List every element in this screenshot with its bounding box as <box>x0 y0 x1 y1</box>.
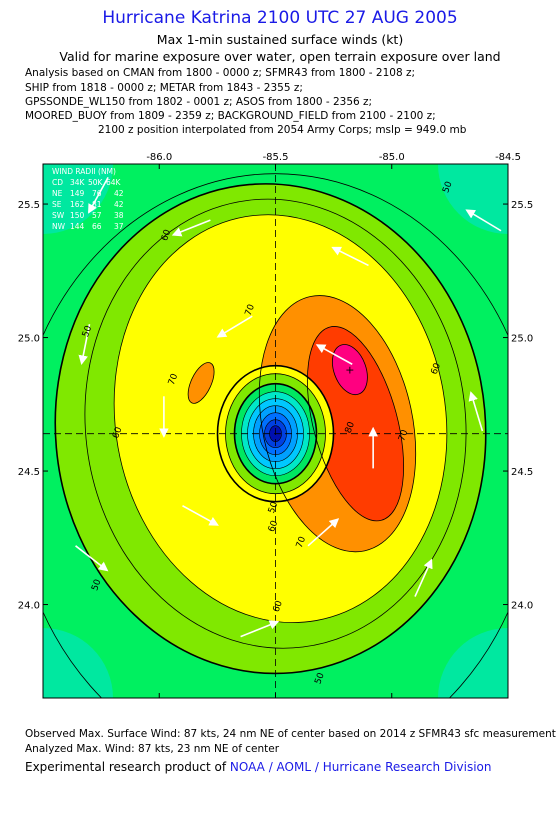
y-tick-label-left: 24.0 <box>18 601 40 612</box>
wind-vector-arrow <box>468 391 484 432</box>
region-west-70kt <box>188 362 215 404</box>
wind-radii-title: WIND RADII (NM) <box>52 167 116 176</box>
contour-line <box>258 295 417 553</box>
wind-radii-cell: SE <box>52 200 62 209</box>
calm-corner-region <box>43 164 113 234</box>
wind-vector-arrow <box>182 505 219 526</box>
contour-label: 50 <box>267 500 280 514</box>
contour-label: 80 <box>344 420 357 434</box>
contour-line <box>332 344 368 396</box>
chart-exposure-note: Valid for marine exposure over water, op… <box>59 49 501 64</box>
region-max-wind <box>332 344 368 395</box>
region-80-86kt <box>307 326 404 521</box>
contour-label: 60 <box>430 362 443 376</box>
wind-radii-cell: 38 <box>114 211 124 220</box>
y-tick-label-left: 25.5 <box>18 200 40 211</box>
contour-line <box>113 214 448 623</box>
wind-radii-cell: NE <box>52 189 63 198</box>
wind-vector-arrow <box>465 209 502 232</box>
contour-label: 70 <box>295 535 308 549</box>
wind-radii-cell: 66 <box>92 222 102 231</box>
contour-line <box>84 198 467 649</box>
contour-label: 60 <box>272 599 285 613</box>
contour-label: 60 <box>160 228 173 242</box>
observed-max-wind: Observed Max. Surface Wind: 87 kts, 24 n… <box>25 728 556 740</box>
y-tick-label-left: 24.5 <box>18 467 40 478</box>
contour-label: 50 <box>90 578 103 592</box>
credit-line: Experimental research product of NOAA / … <box>25 760 491 774</box>
contour-line <box>54 183 487 675</box>
x-tick-label-top: -86.0 <box>146 152 172 163</box>
x-tick-label-top: -85.5 <box>263 152 289 163</box>
y-tick-label-right: 25.0 <box>511 334 533 345</box>
wind-vectors <box>75 176 502 638</box>
wind-radii-cell: 57 <box>92 211 102 220</box>
wind-vector-arrow <box>171 219 211 237</box>
y-tick-label-right: 24.5 <box>511 467 533 478</box>
wind-radii-cell: 162 <box>70 200 85 209</box>
credit-org-link[interactable]: NOAA / AOML / Hurricane Research Divisio… <box>229 760 492 774</box>
y-tick-label-right: 24.0 <box>511 601 533 612</box>
analysis-line-4: MOORED_BUOY from 1809 - 2359 z; BACKGROU… <box>25 110 436 122</box>
wind-radii-header: CD <box>52 178 63 187</box>
wind-radii-cell: 150 <box>70 211 85 220</box>
contour-label: 70 <box>244 303 257 317</box>
wind-radii-header: 50K <box>88 178 104 187</box>
analyzed-max-wind: Analyzed Max. Wind: 87 kts, 23 nm NE of … <box>25 743 280 755</box>
wind-vector-arrow <box>78 324 91 365</box>
x-tick-label-top: -85.0 <box>379 152 405 163</box>
chart-title: Hurricane Katrina 2100 UTC 27 AUG 2005 <box>102 8 458 28</box>
wind-chart: + 50 60 60 50 70 70 70 80 60 50 60 70 50 60 50 -86.0 -8… <box>18 152 533 699</box>
analysis-line-2: SHIP from 1818 - 0000 z; METAR from 1843… <box>25 82 303 94</box>
axis-ticks: -86.0-85.5-85.0-84.5-86.0-85.5-85.0-84.5… <box>18 152 533 698</box>
analysis-line-1: Analysis based on CMAN from 1800 - 0000 … <box>25 67 416 79</box>
wind-vector-arrow <box>315 344 353 365</box>
wind-vector-arrow <box>88 176 109 214</box>
y-tick-label-left: 25.0 <box>18 334 40 345</box>
wind-vector-arrow <box>414 558 433 597</box>
wind-radii-header: 34K <box>70 178 86 187</box>
wind-radii-cell: 37 <box>114 222 124 231</box>
wind-radii-cell: 42 <box>114 189 124 198</box>
max-wind-marker: + <box>345 364 354 377</box>
contour-label: 50 <box>313 671 326 685</box>
contour-line <box>43 173 508 698</box>
contour-label: 60 <box>111 426 124 440</box>
contour-label: 70 <box>167 372 180 386</box>
contour-label: 50 <box>81 324 94 338</box>
position-note: 2100 z position interpolated from 2054 A… <box>98 124 467 136</box>
wind-radii-cell: 81 <box>92 200 102 209</box>
wind-vector-arrow <box>307 518 340 547</box>
contour-label: 50 <box>441 180 454 194</box>
wind-radii-cell: 144 <box>70 222 85 231</box>
wind-radii-cell: 76 <box>92 189 102 198</box>
contour-line <box>306 326 405 522</box>
contour-line <box>187 362 215 404</box>
contour-label: 60 <box>267 519 280 533</box>
credit-prefix: Experimental research product of <box>25 760 230 774</box>
contour-labels: 50 60 60 50 70 70 70 80 60 50 60 70 50 60 50 <box>81 180 455 686</box>
wind-radii-header: 64K <box>106 178 122 187</box>
contour-label: 70 <box>397 428 410 442</box>
wind-radii-cell: NW <box>52 222 66 231</box>
wind-radii-cell: 42 <box>114 200 124 209</box>
wind-vector-arrow <box>331 246 369 267</box>
analysis-line-3: GPSSONDE_WL150 from 1802 - 0001 z; ASOS … <box>25 96 373 108</box>
wind-radii-table: WIND RADII (NM) CD 34K 50K 64K NE 149 76… <box>52 167 124 231</box>
wind-vector-arrow <box>75 545 109 572</box>
calm-corner-region <box>438 164 508 234</box>
center-crosshair: + <box>43 164 508 698</box>
y-tick-label-right: 25.5 <box>511 200 533 211</box>
wind-radii-cell: SW <box>52 211 65 220</box>
x-tick-label-top: -84.5 <box>495 152 521 163</box>
chart-subtitle: Max 1-min sustained surface winds (kt) <box>156 32 404 47</box>
wind-vector-arrow <box>240 620 280 638</box>
wind-radii-cell: 149 <box>70 189 85 198</box>
wind-vector-arrow <box>216 315 253 338</box>
